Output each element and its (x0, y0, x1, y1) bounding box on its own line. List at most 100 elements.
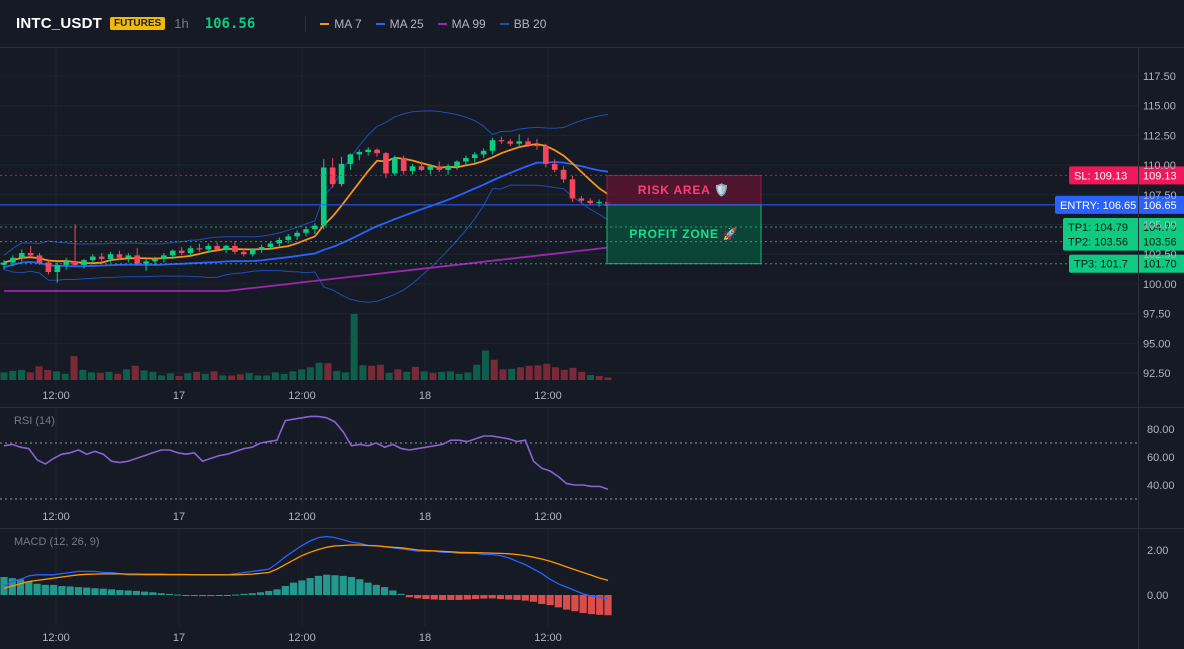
candle-body (489, 140, 496, 151)
rsi-tick-label: 80.00 (1147, 424, 1175, 436)
candle-body (587, 200, 594, 204)
tp2-tag-label: TP2: 103.56 (1068, 237, 1128, 249)
candle-body (107, 254, 114, 259)
legend-bb20[interactable]: BB 20 (499, 17, 546, 31)
volume-bar (79, 369, 87, 380)
price-tick-label: 110.00 (1143, 160, 1176, 172)
macd-signal-line (3, 544, 609, 589)
volume-bar (315, 362, 323, 380)
candle-body (418, 166, 425, 170)
volume-bar (18, 369, 26, 380)
macd-histogram-bar (33, 583, 41, 595)
tp1-tag-label: TP1: 104.79 (1068, 222, 1128, 234)
volume-bar (140, 370, 148, 380)
profit-zone-label: PROFIT ZONE 🚀 (629, 227, 738, 241)
macd-histogram-bar (381, 587, 389, 595)
bb-lower-line (3, 184, 609, 303)
macd-pane[interactable]: 2.00 0.00 12:00 17 12:00 18 12:00 (0, 529, 1184, 649)
volume-bar (586, 374, 594, 380)
time-tick-label: 17 (173, 390, 185, 402)
candle-body (445, 166, 451, 170)
volume-bar (88, 372, 96, 380)
macd-histogram-bar (438, 595, 447, 600)
tp3-axis-tag (1139, 254, 1184, 273)
candle-body (98, 256, 105, 259)
macd-histogram-bar (563, 595, 571, 610)
legend-ma7[interactable]: MA 7 (320, 17, 362, 31)
macd-histogram-bar (215, 595, 223, 596)
time-tick-label: 12:00 (534, 511, 562, 523)
macd-histogram-bar (141, 591, 149, 595)
volume-bar (359, 365, 367, 380)
macd-histogram-bar (339, 575, 347, 595)
time-tick-label: 18 (419, 632, 431, 644)
candle-body (427, 166, 434, 170)
macd-histogram-bar (289, 582, 298, 595)
macd-histogram-bar (314, 575, 323, 595)
macd-histogram-bar (0, 577, 8, 595)
pane-divider[interactable] (0, 407, 1184, 408)
volume-bar (420, 371, 428, 380)
price-tick-label: 115.00 (1143, 101, 1176, 113)
volume-bar (105, 371, 113, 380)
ma7-line (3, 143, 609, 265)
pane-divider[interactable] (0, 528, 1184, 529)
legend-ma99-label: MA 99 (451, 16, 486, 31)
candle-body (241, 251, 247, 255)
candle-body (409, 166, 416, 172)
macd-histogram-bar (472, 595, 480, 600)
rsi-pane[interactable]: 80.00 60.00 40.00 12:00 17 12:00 18 12:00 (0, 408, 1184, 528)
volume-bar (0, 372, 8, 380)
macd-histogram-bar (298, 580, 306, 595)
macd-histogram-bar (165, 593, 174, 595)
candle-body (214, 245, 220, 250)
macd-histogram-bar (157, 593, 165, 595)
time-tick-label: 17 (173, 511, 185, 523)
volume-bar (96, 372, 104, 380)
tp1-tag (1063, 217, 1139, 236)
volume-bar (534, 365, 542, 380)
macd-histogram-bar (455, 595, 463, 600)
macd-histogram-bar (99, 588, 107, 595)
candle-body (116, 254, 123, 258)
bb-upper-line (3, 110, 609, 256)
candle-body (54, 264, 61, 273)
legend-ma99[interactable]: MA 99 (437, 16, 486, 31)
candle-body (471, 154, 478, 158)
bollinger-bands (3, 110, 609, 303)
macd-histogram-bar (488, 595, 496, 599)
macd-histogram-bar (124, 590, 132, 595)
legend-ma25[interactable]: MA 25 (375, 17, 424, 31)
volume-bar (149, 371, 157, 380)
candle-body (1, 262, 7, 265)
candle-body (516, 141, 522, 144)
tp3-axis-label: 101.70 (1143, 259, 1177, 271)
macd-label: MACD (12, 26, 9) (14, 536, 100, 548)
volume-bar (551, 367, 559, 380)
price-chart[interactable]: RISK AREA 🛡️ PROFIT ZONE 🚀 SL: 109.13 109.… (0, 48, 1184, 407)
profit-zone-box (606, 204, 762, 265)
volume-bar (368, 365, 376, 380)
macd-histogram-bar (405, 595, 414, 598)
interval-selector[interactable]: 1h (174, 16, 189, 31)
macd-histogram-bar (463, 595, 471, 600)
macd-histogram-bar (306, 578, 314, 595)
time-tick-label: 12:00 (288, 390, 316, 402)
candle-body (223, 245, 229, 250)
volume-bar (123, 369, 131, 380)
macd-histogram-bar (571, 595, 579, 612)
candle-body (169, 250, 176, 256)
price-tick-label: 100.00 (1143, 279, 1177, 291)
price-tick-label: 117.50 (1143, 71, 1176, 83)
candle-body (365, 149, 371, 153)
macd-histogram-bar (107, 589, 116, 595)
candle-body (498, 140, 505, 142)
macd-histogram-bar (248, 593, 256, 595)
candle-body (267, 243, 274, 248)
time-tick-label: 12:00 (534, 632, 562, 644)
volume-bar (263, 375, 271, 380)
volume-bar (254, 375, 262, 380)
volume-bar (201, 373, 209, 380)
symbol-name[interactable]: INTC_USDT (16, 15, 102, 32)
ma25-swatch (375, 22, 385, 25)
